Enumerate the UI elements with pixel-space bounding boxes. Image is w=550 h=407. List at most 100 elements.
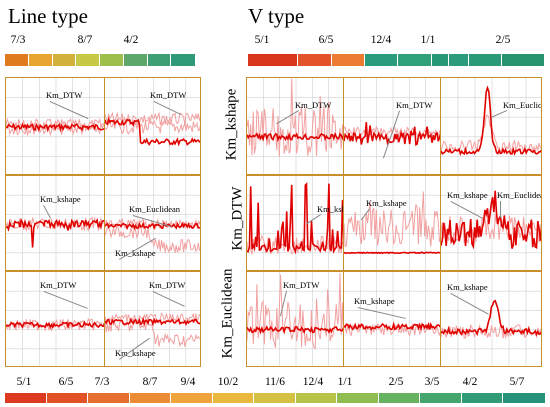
- line-top-date: 7/3: [10, 34, 26, 46]
- color-bar-segment: [76, 54, 100, 66]
- faint-series-line: [441, 323, 541, 340]
- small-multiple-panel: Km_DTW: [104, 77, 201, 175]
- small-multiple-panel: Km_Euclidean: [440, 77, 542, 175]
- panel-plot: [6, 78, 104, 174]
- series-annotation: Km_DTW: [150, 90, 187, 100]
- bottom-date-label: 9/4: [180, 376, 196, 388]
- panel-plot: [344, 78, 440, 174]
- series-annotation: Km_DTW: [149, 280, 186, 290]
- panel-plot: [6, 272, 104, 366]
- color-bar-segment: [171, 393, 213, 403]
- panel-plot: [344, 176, 440, 270]
- color-bar-segment: [5, 54, 29, 66]
- main-series-line: [6, 217, 104, 248]
- color-bar-segment: [331, 54, 366, 66]
- color-bar-segment: [298, 54, 332, 66]
- series-annotation: Km_Euclidean: [503, 100, 542, 110]
- row-label-dtw: Km_DTW: [229, 186, 246, 251]
- line-type-title: Line type: [8, 4, 88, 28]
- bottom-date-label: 1/1: [337, 376, 353, 388]
- bottom-date-label: 11/6: [264, 376, 286, 388]
- color-bar-segment: [502, 54, 544, 66]
- color-bar-segment: [147, 54, 172, 66]
- main-series-line: [247, 131, 343, 143]
- main-series-line: [441, 190, 541, 250]
- panel-plot: [105, 176, 200, 270]
- series-annotation: Km_kshape: [317, 204, 343, 214]
- color-bar-segment: [28, 54, 53, 66]
- bottom-date-label: 4/2: [462, 376, 478, 388]
- line-top-date: 8/7: [77, 34, 93, 46]
- series-annotation: Km_kshape: [447, 190, 488, 200]
- main-series-line: [6, 122, 104, 133]
- panel-plot: [105, 272, 200, 366]
- bottom-date-label: 6/5: [58, 376, 74, 388]
- bottom-date-label: 5/7: [509, 376, 525, 388]
- color-bar-segment: [88, 393, 130, 403]
- panel-plot: [247, 78, 343, 174]
- annotation-leader-line: [500, 201, 501, 218]
- color-bar-segment: [337, 393, 379, 403]
- panel-plot: [6, 176, 104, 270]
- small-multiple-panel: Km_DTW: [246, 77, 344, 175]
- panel-plot: [247, 272, 343, 366]
- color-bar-segment: [420, 393, 462, 403]
- color-bar-segment: [123, 54, 148, 66]
- faint-series-line: [247, 78, 343, 157]
- color-bar-segment: [46, 393, 89, 403]
- color-bar-segment: [398, 54, 432, 66]
- small-multiple-panel: Km_DTW: [5, 271, 105, 367]
- series-annotation: Km_DTW: [40, 280, 77, 290]
- color-bar-segment: [254, 393, 296, 403]
- v-top-date: 5/1: [254, 34, 270, 46]
- bottom-date-label: 10/2: [217, 376, 239, 388]
- v-top-date: 1/1: [420, 34, 436, 46]
- small-multiple-panel: Km_kshape: [440, 271, 542, 367]
- series-annotation: Km_DTW: [46, 90, 83, 100]
- main-series-line: [105, 221, 200, 231]
- faint-series-line: [344, 191, 440, 248]
- series-annotation: Km_kshape: [447, 282, 488, 292]
- faint-series-line: [105, 111, 200, 127]
- color-bar-segment: [448, 54, 469, 66]
- small-multiple-panel: Km_Euclidean Km_kshape: [104, 175, 201, 271]
- faint-series-line: [105, 223, 200, 254]
- series-annotation: Km_kshape: [115, 248, 156, 258]
- v-type-title: V type: [248, 4, 305, 28]
- main-series-line: [344, 251, 440, 255]
- main-series-line: [105, 116, 200, 147]
- panel-plot: [441, 272, 541, 366]
- faint-series-line: [247, 234, 343, 255]
- row-label-euclidean: Km_Euclidean: [219, 268, 236, 359]
- small-multiple-panel: Km_DTW: [246, 271, 344, 367]
- series-annotation: Km_Euclidean: [129, 204, 180, 214]
- panel-plot: [441, 78, 541, 174]
- color-bar-segment: [295, 393, 338, 403]
- series-annotation: Km_kshape: [354, 296, 395, 306]
- small-multiple-panel: Km_DTW: [343, 77, 441, 175]
- line-type-color-bar: [5, 54, 195, 66]
- color-bar-segment: [52, 54, 77, 66]
- v-type-color-bar: [248, 54, 544, 66]
- color-bar-segment: [5, 393, 47, 403]
- main-series-line: [6, 320, 104, 330]
- small-multiple-panel: Km_kshape: [343, 175, 441, 271]
- color-bar-segment: [212, 393, 255, 403]
- bottom-date-label: 3/5: [424, 376, 440, 388]
- series-annotation: Km_kshape: [366, 198, 407, 208]
- series-annotation: Km_DTW: [295, 100, 332, 110]
- color-bar-segment: [461, 393, 504, 403]
- faint-series-line: [105, 312, 200, 325]
- bottom-color-bar: [5, 393, 545, 403]
- small-multiple-panel: Km_kshape: [343, 271, 441, 367]
- small-multiple-panel: Km_kshape Km_Euclidean: [440, 175, 542, 271]
- panel-plot: [344, 272, 440, 366]
- panel-plot: [105, 78, 200, 174]
- small-multiple-panel: Km_DTW: [5, 77, 105, 175]
- main-series-line: [344, 122, 440, 146]
- color-bar-segment: [503, 393, 545, 403]
- small-multiple-panel: Km_kshape: [5, 175, 105, 271]
- color-bar-segment: [378, 393, 421, 403]
- color-bar-segment: [468, 54, 503, 66]
- main-series-line: [441, 299, 541, 337]
